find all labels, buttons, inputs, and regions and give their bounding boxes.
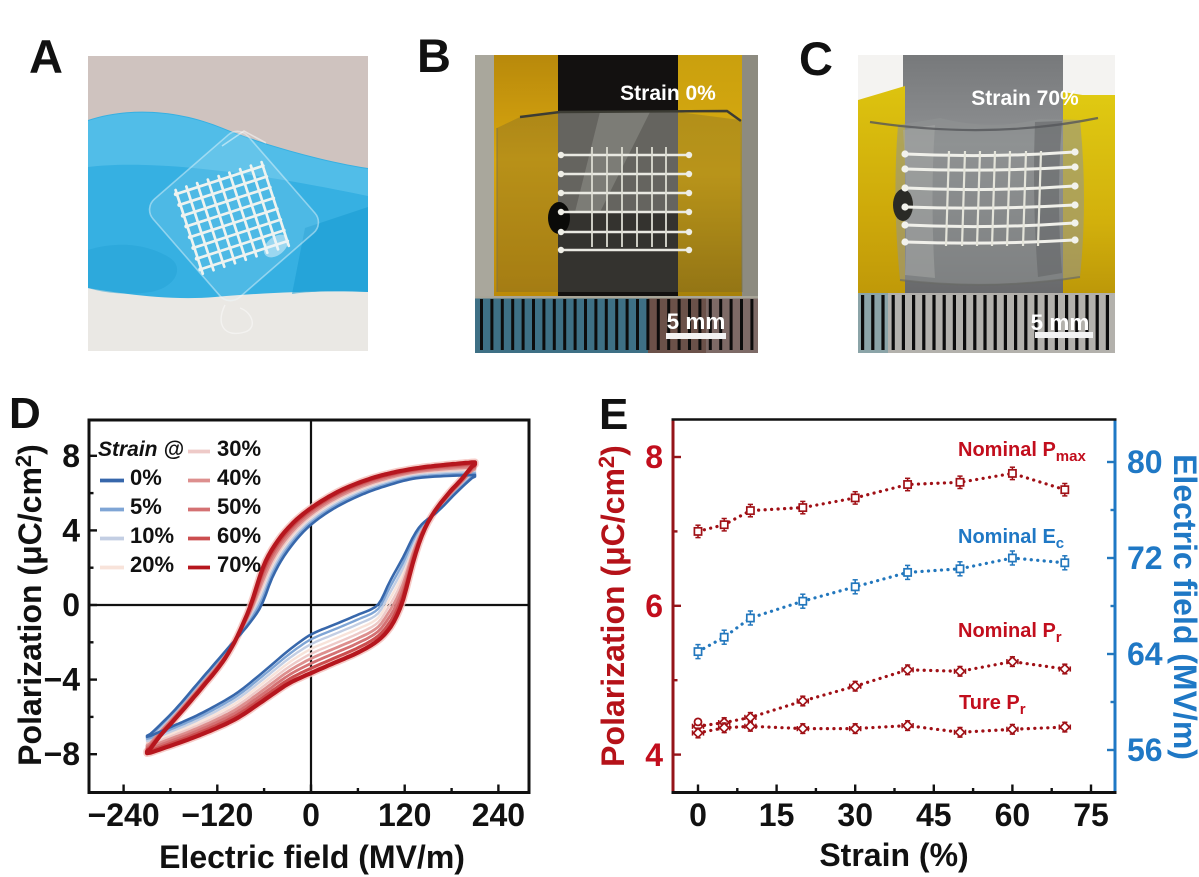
svg-text:30: 30 — [837, 797, 873, 833]
svg-text:C: C — [799, 32, 833, 85]
svg-text:70%: 70% — [217, 552, 261, 577]
svg-text:Nominal Pr: Nominal Pr — [958, 620, 1062, 646]
svg-text:Polarization (μC/cm2): Polarization (μC/cm2) — [594, 445, 631, 767]
svg-text:8: 8 — [645, 439, 663, 475]
svg-text:40%: 40% — [217, 465, 261, 490]
svg-text:120: 120 — [378, 797, 431, 833]
svg-text:30%: 30% — [217, 436, 261, 461]
svg-text:Strain @: Strain @ — [98, 438, 184, 461]
svg-text:8: 8 — [62, 438, 80, 474]
svg-text:240: 240 — [472, 797, 525, 833]
svg-text:45: 45 — [916, 797, 952, 833]
svg-text:6: 6 — [645, 588, 663, 624]
svg-text:−240: −240 — [88, 797, 160, 833]
svg-text:5 mm: 5 mm — [667, 309, 726, 334]
svg-text:60%: 60% — [217, 523, 261, 548]
svg-text:0: 0 — [302, 797, 320, 833]
svg-text:Strain 70%: Strain 70% — [971, 87, 1079, 110]
svg-text:B: B — [417, 29, 451, 82]
svg-text:72: 72 — [1127, 540, 1163, 576]
svg-text:5 mm: 5 mm — [1031, 310, 1090, 335]
svg-text:0%: 0% — [130, 465, 162, 490]
svg-text:5%: 5% — [130, 494, 162, 519]
svg-text:0: 0 — [62, 587, 80, 623]
svg-text:60: 60 — [995, 797, 1031, 833]
svg-text:75: 75 — [1073, 797, 1109, 833]
svg-text:−8: −8 — [44, 736, 80, 772]
svg-text:0: 0 — [689, 797, 707, 833]
svg-text:−120: −120 — [181, 797, 253, 833]
svg-text:D: D — [9, 389, 41, 438]
svg-text:Electric field (MV/m): Electric field (MV/m) — [1167, 454, 1199, 760]
svg-text:Strain (%): Strain (%) — [819, 837, 968, 873]
svg-text:Ture Pr: Ture Pr — [959, 692, 1026, 718]
svg-text:20%: 20% — [130, 552, 174, 577]
svg-text:80: 80 — [1127, 444, 1163, 480]
svg-text:4: 4 — [62, 512, 80, 548]
svg-text:E: E — [599, 390, 628, 439]
svg-text:15: 15 — [759, 797, 795, 833]
svg-text:4: 4 — [645, 737, 663, 773]
svg-text:Nominal Pmax: Nominal Pmax — [958, 439, 1086, 465]
svg-text:Electric field (MV/m): Electric field (MV/m) — [159, 839, 465, 875]
svg-text:−4: −4 — [44, 662, 81, 698]
svg-text:Strain 0%: Strain 0% — [620, 82, 716, 105]
svg-text:A: A — [29, 30, 63, 83]
svg-text:Polarization (μC/cm2): Polarization (μC/cm2) — [11, 444, 48, 766]
svg-text:10%: 10% — [130, 523, 174, 548]
svg-text:64: 64 — [1127, 636, 1163, 672]
svg-text:Nominal Ec: Nominal Ec — [958, 526, 1064, 552]
svg-text:50%: 50% — [217, 494, 261, 519]
svg-text:56: 56 — [1127, 732, 1163, 768]
